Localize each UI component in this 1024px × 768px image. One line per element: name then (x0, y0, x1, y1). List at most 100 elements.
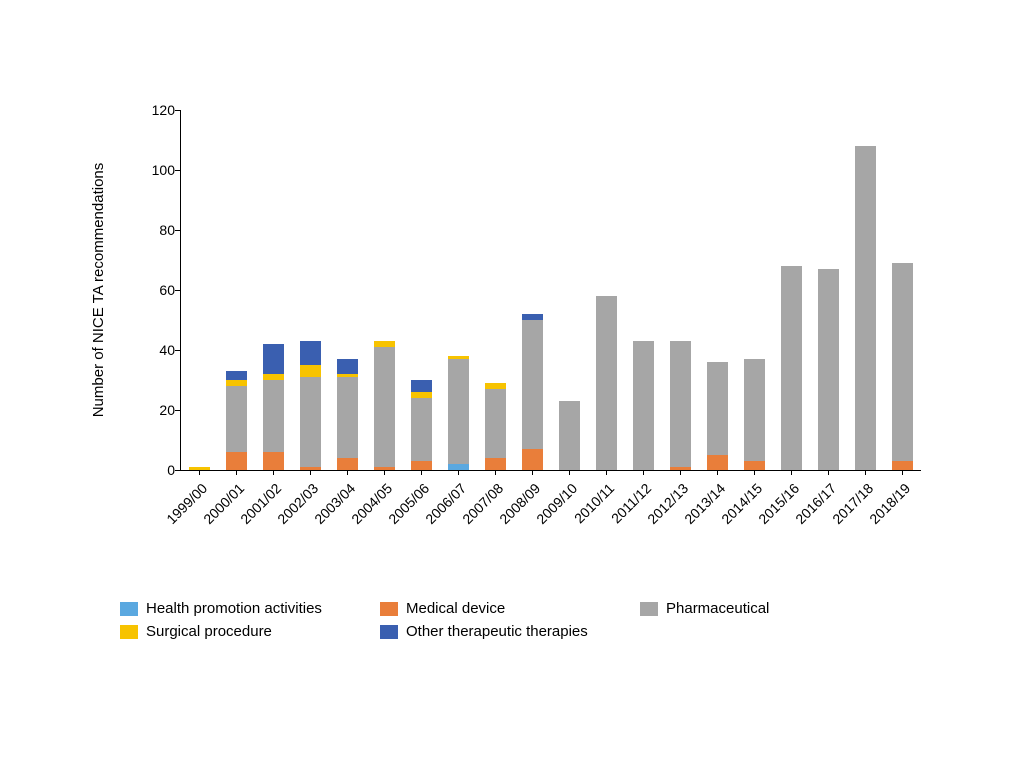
bar-segment-other_therapeutic (411, 380, 432, 392)
bar-segment-pharmaceutical (855, 146, 876, 470)
bar-segment-medical_device (226, 452, 247, 470)
x-tick-mark (791, 470, 792, 475)
y-tick-label: 60 (120, 282, 175, 298)
y-tick-label: 80 (120, 222, 175, 238)
legend-swatch (640, 602, 658, 616)
bar-group (855, 146, 876, 470)
legend-label: Medical device (406, 600, 505, 617)
y-tick-mark (175, 110, 180, 111)
bar-segment-pharmaceutical (263, 380, 284, 452)
bar-segment-medical_device (337, 458, 358, 470)
bar-segment-pharmaceutical (707, 362, 728, 455)
x-tick-mark (902, 470, 903, 475)
y-tick-label: 20 (120, 402, 175, 418)
bar-segment-pharmaceutical (633, 341, 654, 470)
x-tick-mark (310, 470, 311, 475)
bar-segment-pharmaceutical (448, 359, 469, 464)
legend-item-surgical_procedure: Surgical procedure (120, 623, 380, 640)
bar-group (818, 269, 839, 470)
bar-segment-other_therapeutic (263, 344, 284, 374)
bar-segment-surgical_procedure (485, 383, 506, 389)
x-tick-mark (236, 470, 237, 475)
legend-item-other_therapeutic: Other therapeutic therapies (380, 623, 640, 640)
x-tick-mark (865, 470, 866, 475)
bar-group (707, 362, 728, 470)
bar-group (337, 359, 358, 470)
legend-row: Health promotion activities Medical devic… (120, 600, 920, 617)
legend-swatch (380, 625, 398, 639)
legend: Health promotion activities Medical devic… (120, 600, 920, 646)
bar-segment-medical_device (411, 461, 432, 470)
bar-group (781, 266, 802, 470)
y-tick-mark (175, 230, 180, 231)
bar-segment-pharmaceutical (337, 377, 358, 458)
x-tick-mark (384, 470, 385, 475)
bar-segment-pharmaceutical (744, 359, 765, 461)
bar-group (559, 401, 580, 470)
x-tick-mark (532, 470, 533, 475)
legend-label: Other therapeutic therapies (406, 623, 588, 640)
bar-segment-medical_device (744, 461, 765, 470)
y-tick-mark (175, 290, 180, 291)
bar-group (374, 341, 395, 470)
x-tick-mark (347, 470, 348, 475)
x-tick-mark (680, 470, 681, 475)
bar-segment-pharmaceutical (670, 341, 691, 467)
bar-group (300, 341, 321, 470)
bar-group (485, 383, 506, 470)
legend-label: Health promotion activities (146, 600, 322, 617)
bar-segment-pharmaceutical (781, 266, 802, 470)
x-tick-mark (754, 470, 755, 475)
legend-label: Pharmaceutical (666, 600, 769, 617)
bar-group (670, 341, 691, 470)
bar-segment-pharmaceutical (485, 389, 506, 458)
bar-segment-pharmaceutical (818, 269, 839, 470)
bar-segment-pharmaceutical (522, 320, 543, 449)
plot-area (180, 110, 921, 471)
bar-group (744, 359, 765, 470)
legend-item-health_promotion: Health promotion activities (120, 600, 380, 617)
bar-group (596, 296, 617, 470)
y-tick-mark (175, 470, 180, 471)
bar-segment-other_therapeutic (300, 341, 321, 365)
bar-segment-pharmaceutical (374, 347, 395, 467)
bar-group (226, 371, 247, 470)
bar-group (522, 314, 543, 470)
bar-segment-surgical_procedure (374, 341, 395, 347)
y-tick-mark (175, 170, 180, 171)
y-tick-label: 120 (120, 102, 175, 118)
bar-segment-medical_device (485, 458, 506, 470)
legend-swatch (120, 602, 138, 616)
x-tick-mark (421, 470, 422, 475)
y-tick-mark (175, 410, 180, 411)
bar-segment-other_therapeutic (337, 359, 358, 374)
y-tick-label: 100 (120, 162, 175, 178)
bar-segment-medical_device (522, 449, 543, 470)
x-tick-mark (717, 470, 718, 475)
legend-swatch (380, 602, 398, 616)
bar-segment-surgical_procedure (448, 356, 469, 359)
bar-segment-pharmaceutical (892, 263, 913, 461)
x-tick-mark (273, 470, 274, 475)
bar-segment-pharmaceutical (226, 386, 247, 452)
y-tick-mark (175, 350, 180, 351)
bar-segment-medical_device (263, 452, 284, 470)
bar-segment-pharmaceutical (596, 296, 617, 470)
bar-segment-other_therapeutic (226, 371, 247, 380)
x-tick-mark (458, 470, 459, 475)
y-tick-label: 40 (120, 342, 175, 358)
bar-group (448, 356, 469, 470)
bar-segment-surgical_procedure (337, 374, 358, 377)
bar-segment-surgical_procedure (411, 392, 432, 398)
bar-group (633, 341, 654, 470)
bar-segment-surgical_procedure (300, 365, 321, 377)
bar-group (263, 344, 284, 470)
legend-swatch (120, 625, 138, 639)
bar-segment-pharmaceutical (300, 377, 321, 467)
bar-segment-pharmaceutical (411, 398, 432, 461)
legend-row: Surgical procedure Other therapeutic ther… (120, 623, 920, 640)
bar-group (411, 380, 432, 470)
legend-item-medical_device: Medical device (380, 600, 640, 617)
x-tick-mark (606, 470, 607, 475)
x-tick-mark (569, 470, 570, 475)
